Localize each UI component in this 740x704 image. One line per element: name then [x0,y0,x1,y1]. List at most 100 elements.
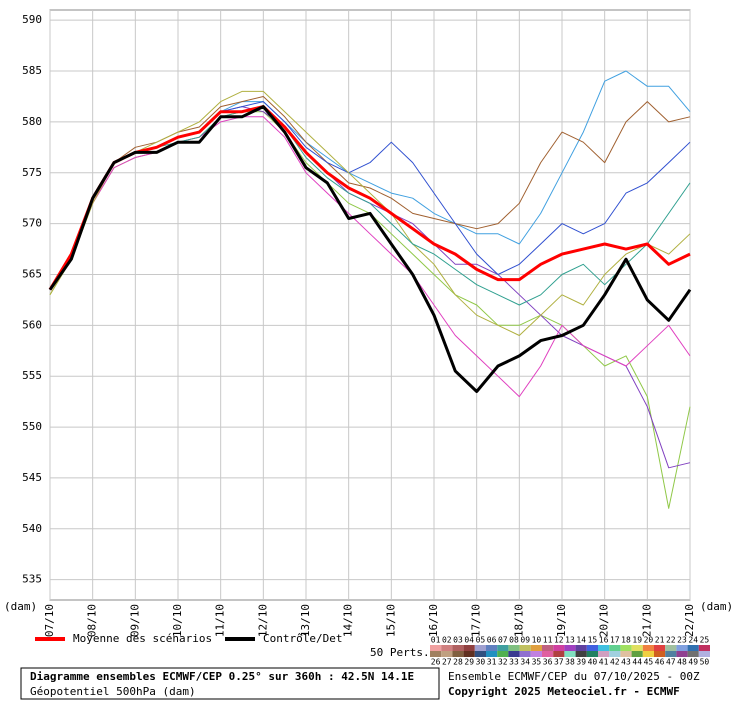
series-line [48,105,691,291]
legend-box-label: 13 [565,636,575,645]
series-line [48,105,692,393]
legend-label: Moyenne des scénarios [73,632,212,645]
copyright: Copyright 2025 Meteociel.fr - ECMWF [448,685,680,698]
legend-box-label: 19 [632,636,642,645]
y-tick-label: 580 [22,115,42,128]
x-tick-label: 16/10 [427,604,440,637]
legend-box [654,645,666,651]
legend-box [564,651,576,657]
legend-box-label: 47 [666,658,676,667]
legend-box-label: 46 [655,658,665,667]
y-tick-label: 535 [22,573,42,586]
legend-box-label: 18 [621,636,631,645]
x-tick-label: 07/10 [43,604,56,637]
y-tick-label: 585 [22,64,42,77]
chart-subtitle: Géopotentiel 500hPa (dam) [30,685,196,698]
legend-box-label: 09 [520,636,530,645]
legend-box-label: 02 [442,636,452,645]
y-tick-label: 545 [22,471,42,484]
legend-box [474,651,486,657]
perts-label: 50 Perts. [370,646,430,659]
chart-title: Diagramme ensembles ECMWF/CEP 0.25° sur … [30,670,414,683]
legend-box-label: 32 [498,658,508,667]
x-tick-label: 21/10 [640,604,653,637]
legend-box [698,651,710,657]
legend-box-label: 27 [442,658,452,667]
x-tick-label: 11/10 [214,604,227,637]
y-tick-label: 550 [22,420,42,433]
legend-box-label: 40 [588,658,598,667]
legend-box [586,645,598,651]
legend-box [642,651,654,657]
legend-box [441,651,453,657]
legend-box-label: 26 [431,658,441,667]
legend-box-label: 06 [487,636,497,645]
legend-box-label: 36 [543,658,553,667]
x-tick-label: 19/10 [555,604,568,637]
legend-box [687,645,699,651]
legend-box-label: 20 [644,636,654,645]
legend-box [598,645,610,651]
y-tick-label: 570 [22,217,42,230]
legend-box-label: 24 [688,636,698,645]
legend-box [519,645,531,651]
legend-box-label: 22 [666,636,676,645]
legend-box-label: 30 [476,658,486,667]
y-unit-left: (dam) [4,600,37,613]
legend-box [497,651,509,657]
legend-box [698,645,710,651]
legend-box [687,651,699,657]
legend-box-label: 39 [576,658,586,667]
legend-box [441,645,453,651]
x-tick-label: 22/10 [683,604,696,637]
legend-box [430,651,442,657]
y-unit-right: (dam) [700,600,733,613]
legend-box [553,651,565,657]
legend-box-label: 21 [655,636,665,645]
legend-box-label: 41 [599,658,609,667]
legend-box-label: 29 [464,658,474,667]
legend-box-label: 38 [565,658,575,667]
legend-box [486,645,498,651]
y-tick-label: 540 [22,522,42,535]
legend-box-label: 31 [487,658,497,667]
legend-box-label: 17 [610,636,620,645]
legend-box [474,645,486,651]
legend-box [598,651,610,657]
legend-box [430,645,442,651]
legend-box [542,645,554,651]
legend-box-label: 28 [453,658,463,667]
legend-box-label: 05 [476,636,486,645]
legend-box [631,645,643,651]
legend-box-label: 03 [453,636,463,645]
legend-box-label: 49 [688,658,698,667]
legend-box-label: 14 [576,636,586,645]
legend-box-label: 10 [532,636,542,645]
x-tick-label: 14/10 [342,604,355,637]
x-tick-label: 12/10 [256,604,269,637]
legend-box-label: 43 [621,658,631,667]
legend-box [530,651,542,657]
legend-box-label: 44 [632,658,642,667]
legend-box-label: 01 [431,636,441,645]
legend-box [508,645,520,651]
legend-box [486,651,498,657]
legend-box [553,645,565,651]
x-tick-label: 13/10 [299,604,312,637]
legend-box-label: 07 [498,636,508,645]
legend-box [665,651,677,657]
y-tick-label: 590 [22,13,42,26]
legend-box [654,651,666,657]
legend-box [564,645,576,651]
legend-box-label: 48 [677,658,687,667]
legend-box-label: 34 [520,658,530,667]
x-tick-label: 20/10 [598,604,611,637]
legend-box [665,645,677,651]
y-tick-label: 565 [22,267,42,280]
x-tick-label: 17/10 [470,604,483,637]
legend-box-label: 16 [599,636,609,645]
y-tick-label: 575 [22,166,42,179]
labels: (dam) (dam) 50 Perts. Diagramme ensemble… [4,13,733,700]
